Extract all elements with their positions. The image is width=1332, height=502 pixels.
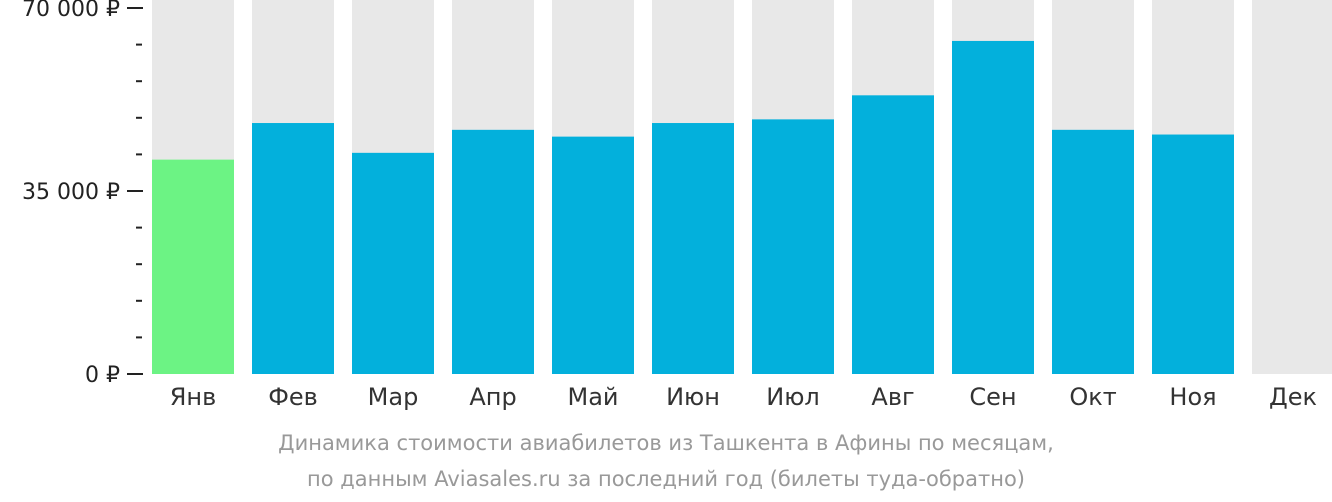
bar-5: [652, 123, 734, 375]
chart-caption-line-2: по данным Aviasales.ru за последний год …: [307, 467, 1025, 491]
bar-4: [552, 136, 634, 374]
x-tick-label: Авг: [871, 383, 914, 411]
bar-6: [752, 119, 834, 375]
bar-7: [852, 95, 934, 375]
x-tick-label: Фев: [268, 383, 318, 411]
x-tick-label: Май: [567, 383, 618, 411]
x-tick-label: Ноя: [1169, 383, 1216, 411]
bar-8: [952, 40, 1034, 374]
y-tick-label: 35 000 ₽: [22, 180, 120, 205]
x-tick-label: Июн: [666, 383, 720, 411]
x-tick-label: Мар: [368, 383, 419, 411]
bar-9: [1052, 129, 1134, 374]
y-tick-label: 0 ₽: [85, 363, 120, 388]
bar-10: [1152, 134, 1234, 374]
y-tick-label: 70 000 ₽: [22, 0, 120, 22]
x-tick-label: Апр: [469, 383, 516, 411]
bar-3: [452, 129, 534, 374]
x-tick-label: Сен: [969, 383, 1016, 411]
x-tick-label: Окт: [1069, 383, 1116, 411]
x-tick-label: Дек: [1269, 383, 1317, 411]
x-tick-label: Янв: [170, 383, 217, 411]
x-tick-label: Июл: [766, 383, 820, 411]
bar-0: [152, 159, 234, 374]
bar-1: [252, 123, 334, 375]
x-axis: Янв Фев Мар Апр Май Июн Июл Авг Сен Окт Ноя Дек: [170, 383, 1317, 411]
background-bar-11: [1252, 0, 1332, 374]
bar-2: [352, 152, 434, 374]
y-axis: 0 ₽ 35 000 ₽ 70 000 ₽: [22, 0, 143, 388]
data-bars: [152, 40, 1234, 375]
chart-caption-line-1: Динамика стоимости авиабилетов из Ташкен…: [278, 431, 1054, 455]
